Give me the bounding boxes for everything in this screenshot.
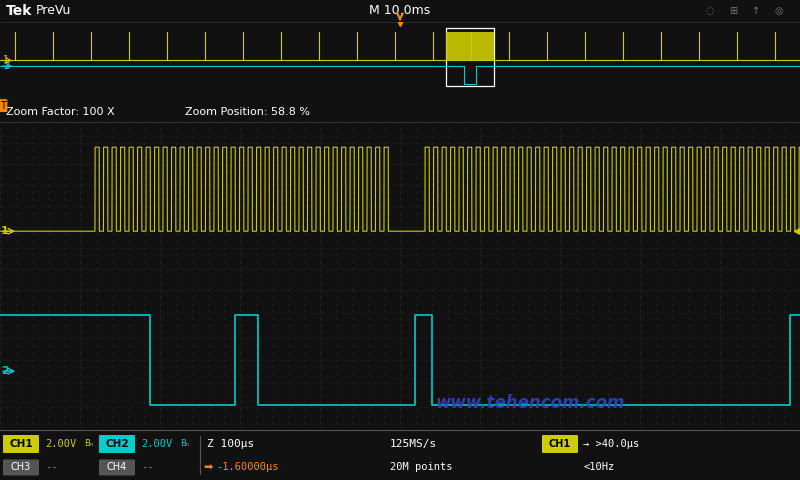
Text: Zoom Factor: 100 X: Zoom Factor: 100 X [6, 107, 114, 117]
Text: ◌: ◌ [706, 6, 714, 16]
Text: 125MS/s: 125MS/s [390, 439, 438, 449]
Text: PreVu: PreVu [36, 4, 71, 17]
Text: CH4: CH4 [107, 463, 127, 472]
FancyBboxPatch shape [99, 435, 135, 453]
Text: -1.60000μs: -1.60000μs [216, 463, 278, 472]
Text: CH1: CH1 [549, 439, 571, 449]
Text: --: -- [45, 463, 58, 472]
Text: CH1: CH1 [9, 439, 33, 449]
Text: 2: 2 [1, 366, 9, 376]
FancyBboxPatch shape [542, 435, 578, 453]
Text: T: T [0, 101, 6, 110]
Text: 2.00V: 2.00V [45, 439, 76, 449]
Text: 2.00V: 2.00V [141, 439, 172, 449]
Text: CH2: CH2 [105, 439, 129, 449]
Text: --: -- [141, 463, 154, 472]
Text: www.tehencom.com: www.tehencom.com [435, 394, 625, 412]
Text: ⊞: ⊞ [729, 6, 737, 16]
Text: Tek: Tek [6, 4, 32, 18]
Text: 1: 1 [3, 55, 9, 65]
Text: CH3: CH3 [11, 463, 31, 472]
Bar [446, 32, 494, 60]
Text: 1: 1 [1, 226, 9, 236]
FancyBboxPatch shape [3, 459, 39, 476]
Text: Z 100μs: Z 100μs [207, 439, 254, 449]
Bar [446, 27, 494, 86]
Text: ➡: ➡ [203, 463, 212, 472]
Text: Bₙ: Bₙ [180, 440, 190, 448]
Text: ↑: ↑ [752, 6, 760, 16]
Text: Bₙ: Bₙ [84, 440, 94, 448]
FancyBboxPatch shape [99, 459, 135, 476]
FancyBboxPatch shape [3, 435, 39, 453]
Text: <10Hz: <10Hz [583, 463, 614, 472]
Text: M 10.0ms: M 10.0ms [370, 4, 430, 17]
Text: Zoom Position: 58.8 %: Zoom Position: 58.8 % [185, 107, 310, 117]
Text: 2: 2 [3, 61, 10, 71]
Text: ◎: ◎ [774, 6, 783, 16]
Text: 20M points: 20M points [390, 463, 453, 472]
Text: → >40.0μs: → >40.0μs [583, 439, 639, 449]
